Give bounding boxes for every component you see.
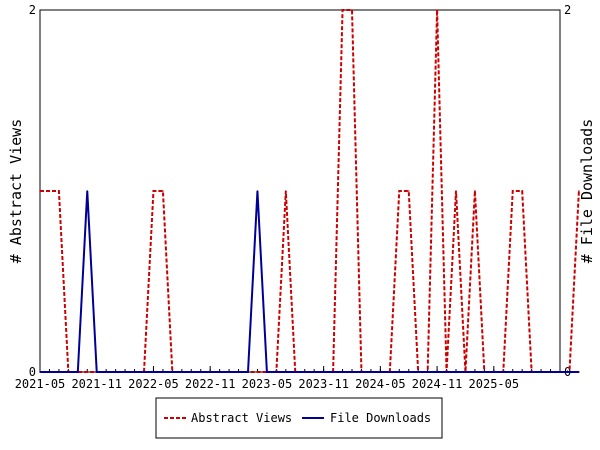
data-point (578, 371, 580, 373)
data-point (578, 190, 580, 192)
legend: Abstract Views File Downloads (155, 397, 443, 439)
y-tick-label-right: 2 (564, 3, 571, 17)
data-point (530, 371, 533, 373)
data-point (266, 371, 268, 373)
data-point (152, 190, 155, 192)
y-axis-title-left: # Abstract Views (7, 119, 25, 264)
series-line-file-downloads (40, 190, 579, 373)
data-point (474, 190, 476, 192)
x-tick-label: 2025-05 (469, 377, 520, 391)
y-tick-label-left: 2 (29, 3, 36, 17)
data-point (483, 371, 486, 373)
data-point (521, 190, 523, 192)
data-point (237, 371, 240, 373)
data-point (162, 190, 164, 192)
data-point (77, 371, 79, 373)
data-point (171, 371, 174, 373)
data-point (39, 190, 41, 192)
data-point (143, 371, 145, 373)
data-point (521, 371, 523, 373)
data-point (48, 190, 51, 192)
data-point (95, 371, 98, 373)
data-point (455, 190, 457, 192)
data-point (218, 371, 221, 373)
data-point (256, 190, 259, 192)
x-tick-label: 2022-05 (128, 377, 179, 391)
data-point (285, 371, 287, 373)
x-axis: 2021-05 2021-11 2022-05 2022-11 2023-05 2023-… (15, 366, 561, 391)
data-point (124, 371, 126, 373)
x-tick-label: 2021-11 (71, 377, 122, 391)
x-tick-label: 2021-05 (15, 377, 66, 391)
data-point (341, 9, 344, 11)
data-point (285, 190, 287, 192)
data-point (511, 371, 514, 373)
data-point (351, 9, 353, 11)
x-tick-label: 2024-05 (355, 377, 406, 391)
data-point (39, 371, 41, 373)
data-point (275, 371, 278, 373)
plot-area (39, 9, 561, 373)
data-point (256, 371, 259, 373)
data-point (114, 371, 117, 373)
x-tick-label: 2024-11 (412, 377, 463, 391)
data-point (313, 371, 315, 373)
data-point (568, 371, 571, 373)
x-tick-label: 2022-11 (185, 377, 236, 391)
data-point (247, 371, 249, 373)
data-point (351, 371, 353, 373)
data-point (209, 371, 211, 373)
y-axis-title-right: # File Downloads (578, 119, 596, 264)
data-point (48, 371, 51, 373)
x-tick-label: 2023-11 (298, 377, 349, 391)
data-point (464, 371, 467, 373)
data-point (86, 190, 89, 192)
data-point (228, 371, 230, 373)
data-point (398, 190, 401, 192)
data-point (379, 371, 382, 373)
data-point (549, 371, 552, 373)
data-point (493, 371, 495, 373)
x-tick-label: 2023-05 (242, 377, 293, 391)
data-point (398, 371, 401, 373)
data-point (445, 371, 448, 373)
data-point (436, 9, 438, 11)
data-point (436, 371, 438, 373)
data-point (199, 371, 202, 373)
data-point (474, 371, 476, 373)
data-point (322, 371, 325, 373)
data-point (389, 371, 391, 373)
data-point (426, 371, 429, 373)
data-point (455, 371, 457, 373)
data-point (152, 371, 155, 373)
data-point (67, 371, 70, 373)
data-point (559, 371, 561, 373)
data-point (341, 371, 344, 373)
data-point (86, 371, 89, 373)
data-point (303, 371, 306, 373)
data-point (502, 371, 505, 373)
data-point (58, 190, 60, 192)
data-point (417, 371, 419, 373)
data-point (370, 371, 372, 373)
data-point (133, 371, 136, 373)
data-point (181, 371, 183, 373)
data-point (540, 371, 542, 373)
data-point (58, 371, 60, 373)
data-point (332, 371, 334, 373)
data-point (407, 371, 410, 373)
data-point (162, 371, 164, 373)
legend-label-file-downloads: File Downloads (330, 411, 431, 425)
data-point (105, 371, 107, 373)
data-point (407, 190, 410, 192)
data-point (190, 371, 193, 373)
data-point (511, 190, 514, 192)
series-layer (39, 9, 580, 373)
data-point (294, 371, 297, 373)
legend-box (155, 397, 443, 439)
y-tick-label-left: 0 (29, 365, 36, 379)
data-point (360, 371, 363, 373)
legend-label-abstract-views: Abstract Views (191, 411, 292, 425)
